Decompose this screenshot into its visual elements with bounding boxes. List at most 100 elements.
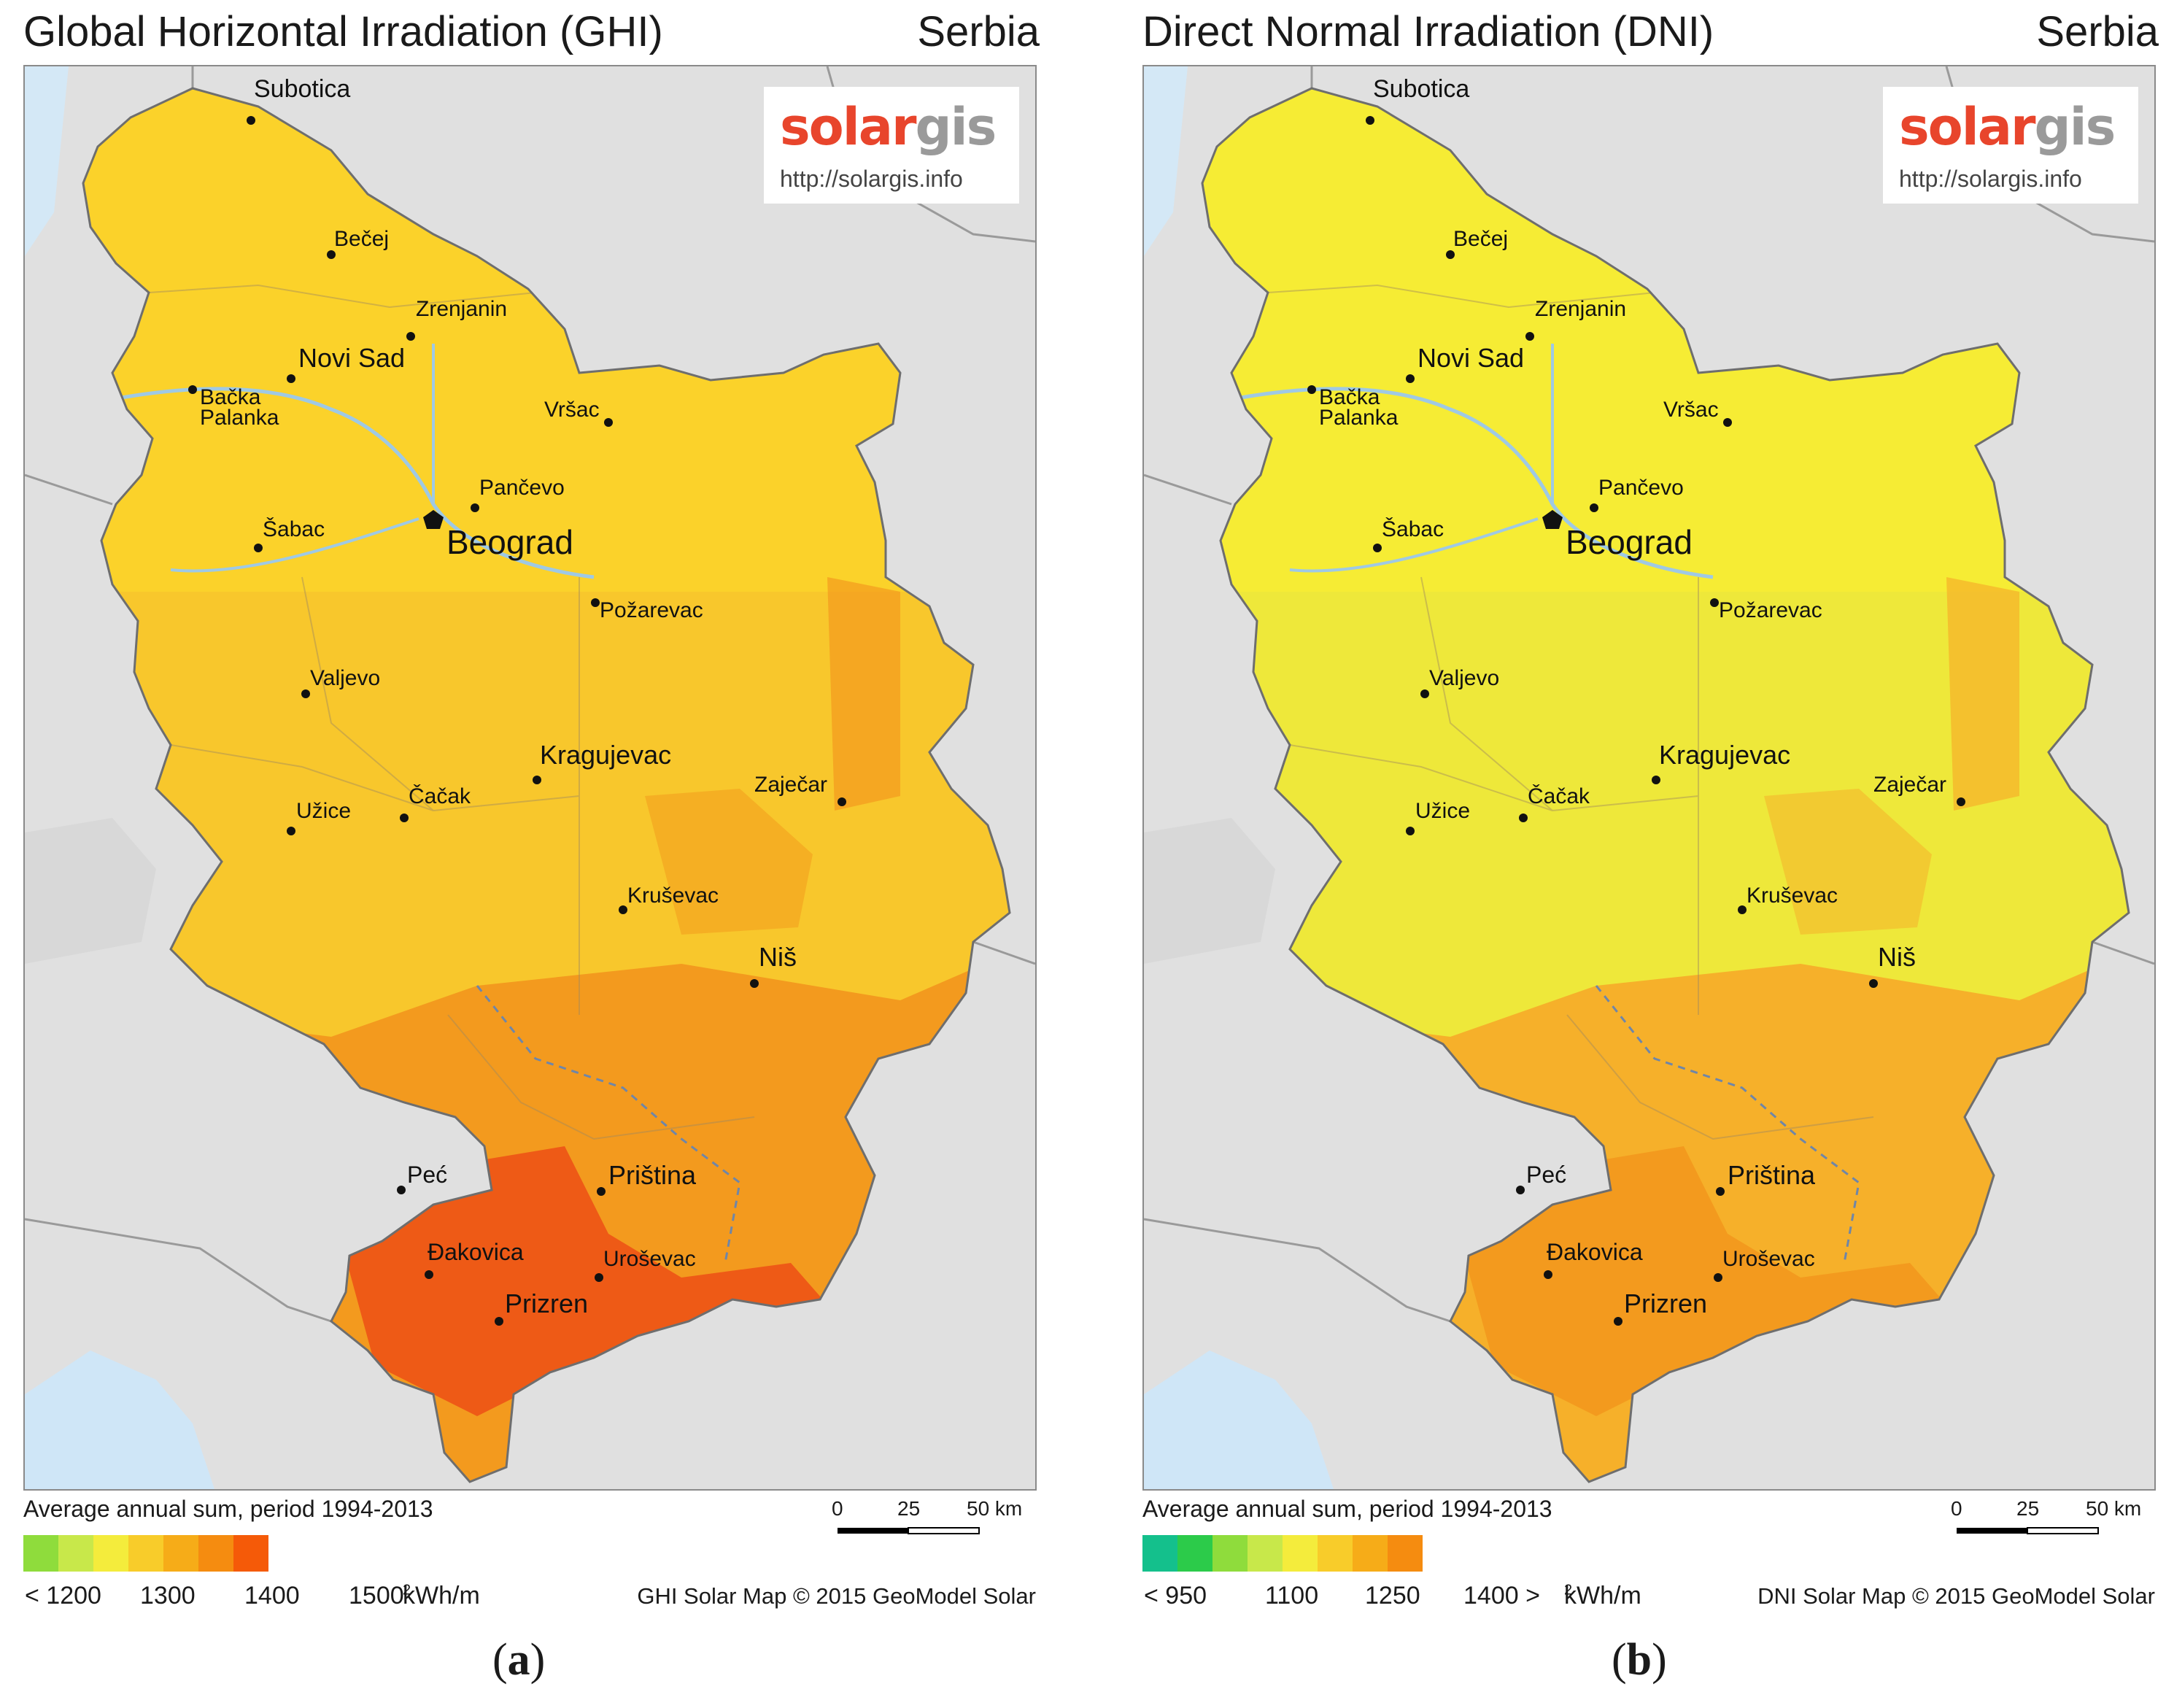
scale-tick: 50 km [967,1497,1023,1520]
map-credit: DNI Solar Map © 2015 GeoModel Solar [1757,1583,2155,1609]
scale-tick: 50 km [2086,1497,2142,1520]
legend-tick: 1400 [244,1582,300,1610]
map-frame[interactable]: Subotica Bečej Zrenjanin Novi Sad Bačka Palan… [23,65,1037,1491]
district-lines [148,284,755,1140]
city-label: Kragujevac [540,740,671,770]
legend-swatch [1142,1535,1177,1572]
legend-tick: < 1200 [25,1582,101,1610]
legend-swatch [128,1535,163,1572]
city-label: Uroševac [1722,1247,1815,1271]
city-dot [1723,418,1732,427]
legend-title: Average annual sum, period 1994-2013 [1142,1496,1552,1522]
city-dot [595,1273,603,1282]
city-dot [1519,814,1528,822]
serbia-border [82,87,1011,1483]
city-dot [1714,1273,1722,1282]
legend-swatch [198,1535,233,1572]
scale-tick: 25 [2016,1497,2040,1520]
panel-ghi: Global Horizontal Irradiation (GHI) Serb… [0,0,1040,1708]
logo-url[interactable]: http://solargis.info [780,166,963,192]
city-label: Bačka [200,385,261,409]
country-label: Serbia [917,8,1040,55]
country-label: Serbia [2036,8,2159,55]
solargis-logo[interactable]: solargis http://solargis.info [764,87,1019,204]
irradiation-east-zone [645,789,813,935]
city-label: Đakovica [1547,1239,1643,1265]
city-dot [533,776,541,784]
scale-bar-graphic [1957,1527,2099,1534]
district-lines [1267,284,1874,1140]
legend-tick: 1300 [140,1582,196,1610]
city-label: Peć [407,1162,447,1188]
serbia-dni-map[interactable]: Subotica Bečej Zrenjanin Novi Sad BačkaPalan… [1144,66,2154,1489]
city-dot [247,116,255,125]
legend-swatch [1212,1535,1248,1572]
river-sava [1289,517,1539,573]
city-dot [1716,1187,1725,1196]
kosovo-boundary [1595,985,1860,1264]
city-dot [1710,598,1719,607]
river-danube [1216,387,1714,579]
city-label: Beograd [1566,523,1693,561]
panel-dni: Direct Normal Irradiation (DNI) Serbia S… [1119,0,2159,1708]
kosovo-boundary [476,985,741,1264]
city-dot [838,797,846,806]
city-label: Pančevo [479,476,565,500]
city-dot [1406,374,1415,383]
city-dot [597,1187,606,1196]
city-label: Priština [1728,1160,1816,1190]
legend-unit: kWh/m 2 [403,1582,480,1610]
map-credit: GHI Solar Map © 2015 GeoModel Solar [637,1583,1036,1609]
city-label: Prizren [1624,1288,1707,1318]
scale-tick: 25 [897,1497,921,1520]
city-label: Bečej [334,227,389,251]
legend-swatch [1248,1535,1283,1572]
legend-swatch [58,1535,93,1572]
legend-swatch [93,1535,128,1572]
river-sava [170,517,419,573]
city-dot [1373,544,1382,552]
city-dot [301,689,310,698]
city-dot [425,1270,433,1279]
legend-ticks: < 1200 1300 1400 1500 kWh/m 2 [23,1582,480,1611]
legend-swatch [1353,1535,1388,1572]
city-dot [1957,797,1965,806]
city-dot [1525,332,1534,341]
legend-swatch [1177,1535,1212,1572]
city-label: Požarevac [1719,598,1822,622]
city-label: Zrenjanin [1535,297,1626,321]
city-dot [750,979,759,988]
city-label: Novi Sad [298,343,405,373]
map-frame[interactable]: Subotica Bečej Zrenjanin Novi Sad Bačka Palan… [1142,65,2156,1491]
solargis-logo[interactable]: solargis http://solargis.info [1883,87,2138,204]
city-label: Beograd [446,523,573,561]
sea-area [25,1350,214,1489]
legend-unit: kWh/m 2 [1564,1582,1641,1610]
map-title: Global Horizontal Irradiation (GHI) [23,8,663,55]
logo-url[interactable]: http://solargis.info [1899,166,2082,192]
city-label: Uroševac [603,1247,696,1271]
city-label: Šabac [1382,517,1444,541]
panel-caption: (b) [1612,1635,1667,1685]
city-dot [1869,979,1878,988]
legend-tick: 1400 > [1463,1582,1540,1610]
scale-bar-graphic [838,1527,980,1534]
serbia-ghi-map[interactable]: Subotica Bečej Zrenjanin Novi Sad BačkaPalan… [25,66,1035,1489]
irradiation-northeast-zone [827,577,900,811]
city-dot [327,250,336,259]
city-dot [1420,689,1429,698]
city-label: Đakovica [428,1239,524,1265]
legend-tick: 1500 [349,1582,404,1610]
city-label: Kragujevac [1659,740,1790,770]
city-dot [619,905,627,914]
city-dot [1366,116,1374,125]
city-label: Čačak [1528,784,1590,808]
city-label: Priština [608,1160,697,1190]
city-label: Vršac [1663,398,1719,422]
scale-bar: 0 25 50 km [802,1497,1036,1556]
city-label: Bačka [1319,385,1380,409]
legend-color-bar [23,1535,268,1572]
irradiation-hot-zone [331,1146,842,1416]
city-label: Peć [1526,1162,1566,1188]
capital-marker [1542,510,1563,529]
